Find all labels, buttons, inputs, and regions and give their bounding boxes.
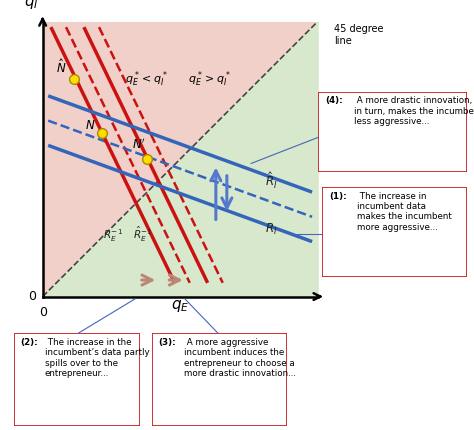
Text: A more aggressive
incumbent induces the
entrepreneur to choose a
more drastic in: A more aggressive incumbent induces the … xyxy=(184,338,296,378)
Y-axis label: $q_I$: $q_I$ xyxy=(24,0,39,11)
Text: $q_E^* < q_I^*$: $q_E^* < q_I^*$ xyxy=(125,69,168,89)
Text: $N'$: $N'$ xyxy=(132,138,146,153)
FancyBboxPatch shape xyxy=(152,333,287,426)
X-axis label: $q_E$: $q_E$ xyxy=(171,298,189,314)
Text: 0: 0 xyxy=(39,306,46,319)
Text: (1):: (1): xyxy=(329,192,347,200)
FancyBboxPatch shape xyxy=(318,92,467,172)
Text: $R_E^{-1}$: $R_E^{-1}$ xyxy=(103,227,123,244)
Text: $\hat{R}_E^{-1}$: $\hat{R}_E^{-1}$ xyxy=(133,224,153,244)
Text: The increase in
incumbent data
makes the incumbent
more aggressive...: The increase in incumbent data makes the… xyxy=(357,192,452,232)
Text: (4):: (4): xyxy=(325,96,343,105)
Text: $\hat{R}_I$: $\hat{R}_I$ xyxy=(265,171,278,190)
Text: The increase in the
incumbent’s data partly
spills over to the
entrepreneur...: The increase in the incumbent’s data par… xyxy=(45,338,149,378)
Text: (2):: (2): xyxy=(20,338,38,347)
Text: $q_E^* > q_I^*$: $q_E^* > q_I^*$ xyxy=(188,69,231,89)
Text: $R_I$: $R_I$ xyxy=(265,222,278,237)
Text: A more drastic innovation,
in turn, makes the incumbent
less aggressive...: A more drastic innovation, in turn, make… xyxy=(354,96,474,126)
FancyBboxPatch shape xyxy=(14,333,140,426)
Text: (3):: (3): xyxy=(158,338,176,347)
FancyBboxPatch shape xyxy=(322,187,467,277)
Text: $\hat{N}$: $\hat{N}$ xyxy=(56,58,67,76)
Text: 45 degree
line: 45 degree line xyxy=(334,25,383,46)
Text: $N$: $N$ xyxy=(85,119,96,132)
Text: 0: 0 xyxy=(28,290,36,303)
